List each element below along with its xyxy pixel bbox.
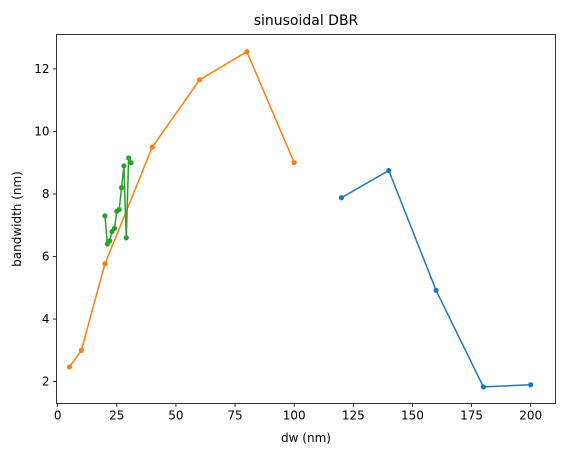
data-point [118, 185, 125, 191]
plot-frame [56, 34, 556, 404]
data-point [102, 261, 108, 267]
series-layer [66, 49, 534, 390]
data-point [111, 225, 118, 231]
data-point [116, 207, 122, 213]
y-tick-label: 12 [34, 62, 49, 76]
x-tick-label: 175 [460, 409, 483, 423]
data-point [244, 49, 250, 55]
y-axis-label: bandwidth (nm) [10, 171, 24, 267]
data-point [338, 195, 345, 201]
x-tick-label: 75 [227, 409, 242, 423]
axes-layer: 0 25 50 75 100 125 150 175 200 2 4 6 8 10 12 [34, 62, 542, 423]
data-point [121, 163, 127, 169]
data-point [126, 155, 132, 161]
data-point [128, 160, 134, 166]
y-tick-label: 2 [42, 375, 50, 389]
data-point [107, 238, 113, 244]
x-axis-label: dw (nm) [281, 431, 331, 445]
data-point [149, 144, 155, 150]
data-point [433, 287, 439, 293]
data-point [102, 213, 108, 219]
x-tick-label: 150 [401, 409, 424, 423]
data-point [291, 160, 297, 166]
y-tick-label: 8 [42, 187, 50, 201]
chart-title: sinusoidal DBR [254, 13, 359, 29]
y-tick-label: 10 [34, 124, 49, 138]
data-point [386, 167, 392, 174]
data-point [480, 384, 486, 390]
x-tick-label: 200 [519, 409, 542, 423]
x-tick-label: 50 [168, 409, 183, 423]
x-tick-label: 100 [283, 409, 306, 423]
y-tick-label: 6 [42, 250, 50, 264]
data-point [78, 347, 84, 353]
data-point [66, 364, 73, 370]
y-tick-label: 4 [42, 312, 50, 326]
data-point [123, 235, 129, 241]
data-point [528, 382, 534, 388]
x-tick-label: 0 [54, 409, 62, 423]
x-tick-label: 25 [109, 409, 124, 423]
data-point [196, 77, 203, 83]
x-tick-label: 125 [342, 409, 365, 423]
